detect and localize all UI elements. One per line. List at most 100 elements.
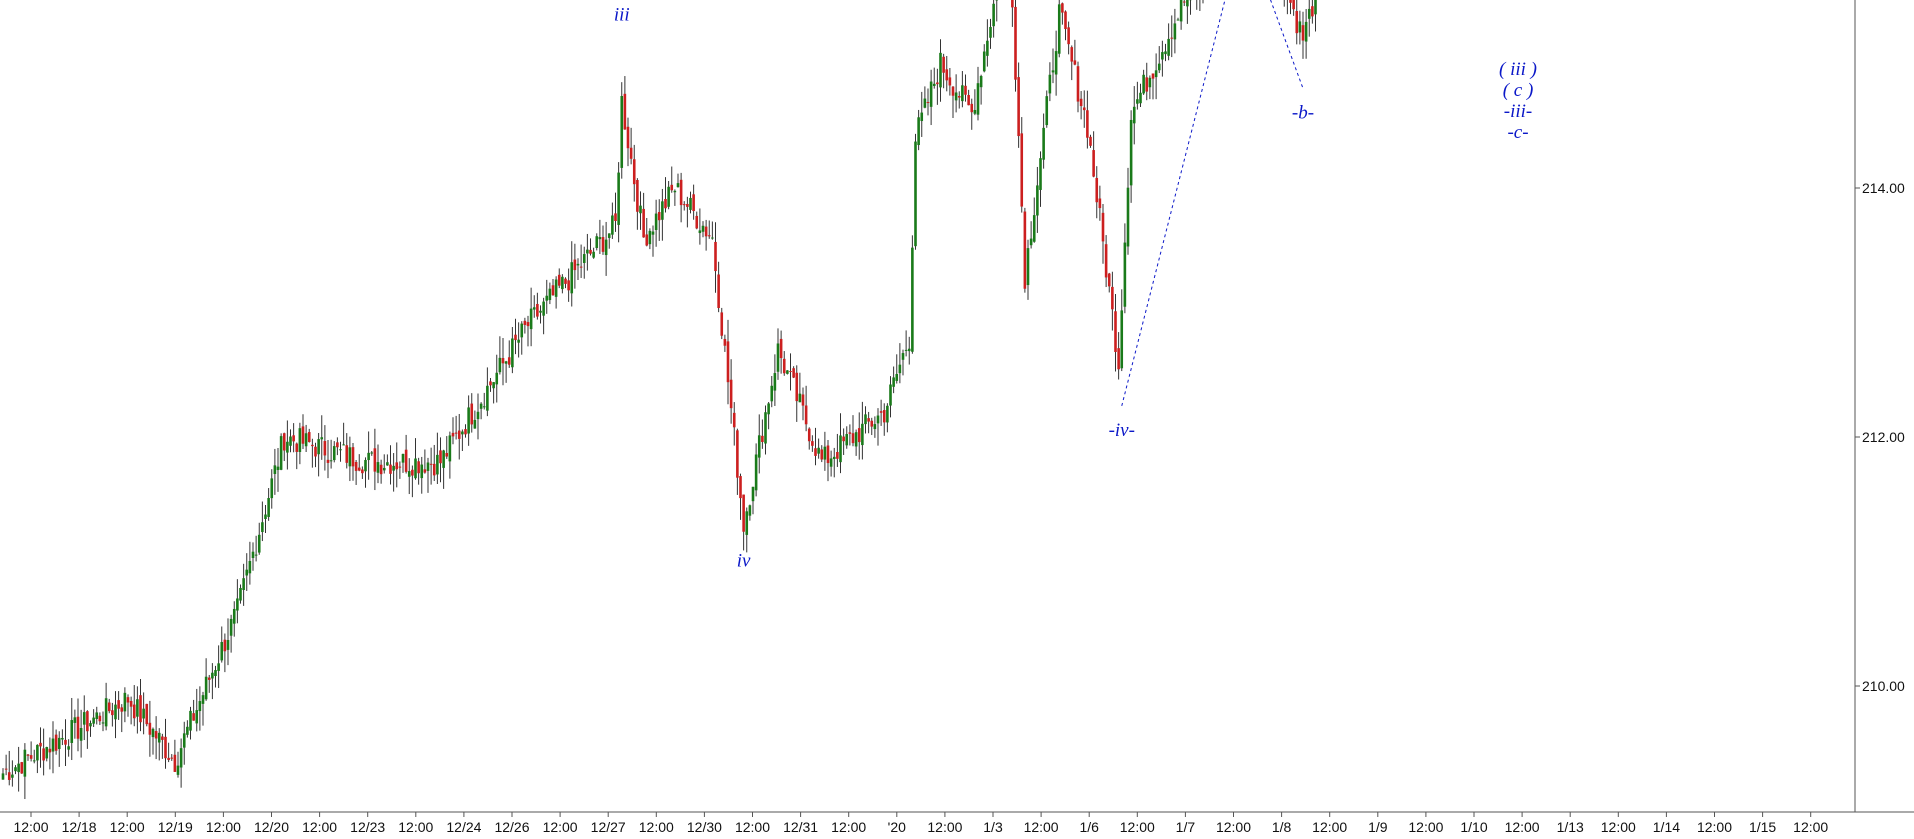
candle-up bbox=[382, 467, 386, 471]
candle-up bbox=[592, 251, 595, 258]
candle-down bbox=[948, 77, 952, 86]
candle-down bbox=[1070, 47, 1074, 62]
candle-up bbox=[392, 465, 395, 471]
candle-up bbox=[757, 435, 761, 458]
x-tick-label: 12:00 bbox=[1505, 819, 1540, 835]
candle-down bbox=[589, 249, 592, 254]
candle-up bbox=[932, 83, 936, 86]
candle-up bbox=[764, 412, 767, 444]
candle-up bbox=[661, 201, 664, 220]
candle-up bbox=[979, 76, 983, 88]
candle-up bbox=[1176, 19, 1180, 21]
candle-up bbox=[339, 449, 342, 451]
candle-down bbox=[964, 85, 967, 95]
candle-down bbox=[623, 93, 627, 130]
candle-up bbox=[986, 40, 989, 56]
candle-up bbox=[364, 459, 367, 472]
candle-down bbox=[629, 147, 633, 159]
candle-up bbox=[1304, 21, 1308, 42]
candle-up bbox=[1142, 74, 1145, 94]
candle-down bbox=[1061, 3, 1064, 13]
candle-up bbox=[907, 348, 911, 352]
candle-down bbox=[192, 713, 195, 721]
candle-up bbox=[611, 215, 614, 235]
candle-up bbox=[751, 486, 755, 502]
candle-up bbox=[257, 534, 261, 553]
candle-up bbox=[1045, 96, 1049, 126]
candle-up bbox=[929, 81, 933, 107]
candle-down bbox=[395, 462, 399, 470]
x-tick-label: 1/10 bbox=[1460, 819, 1487, 835]
wave-label: -b- bbox=[1292, 102, 1314, 123]
candle-up bbox=[954, 92, 958, 101]
candle-up bbox=[239, 587, 242, 601]
candle-down bbox=[292, 435, 295, 442]
candle-down bbox=[1295, 11, 1299, 34]
candle-down bbox=[307, 432, 311, 442]
candle-up bbox=[798, 393, 802, 403]
candle-down bbox=[357, 467, 361, 471]
candle-up bbox=[667, 186, 670, 207]
candle-up bbox=[676, 183, 680, 188]
candle-up bbox=[517, 339, 520, 343]
candle-down bbox=[551, 285, 555, 296]
candle-down bbox=[111, 710, 114, 716]
candle-up bbox=[1161, 52, 1164, 60]
candle-up bbox=[317, 439, 320, 455]
candle-down bbox=[1111, 286, 1114, 310]
candle-down bbox=[132, 704, 136, 719]
candle-down bbox=[936, 82, 939, 85]
candle-up bbox=[1029, 238, 1033, 246]
candle-down bbox=[98, 715, 102, 722]
candle-down bbox=[26, 754, 30, 756]
candle-up bbox=[226, 640, 230, 650]
candle-down bbox=[507, 357, 511, 365]
candle-down bbox=[695, 215, 699, 229]
candle-up bbox=[1032, 215, 1036, 242]
candle-up bbox=[401, 453, 405, 463]
candle-up bbox=[370, 452, 374, 454]
candle-down bbox=[1107, 273, 1111, 287]
candle-down bbox=[736, 430, 739, 478]
candle-up bbox=[473, 419, 477, 429]
candle-down bbox=[301, 426, 305, 444]
candle-down bbox=[1086, 110, 1089, 138]
x-tick-label: 12/30 bbox=[687, 819, 722, 835]
candle-up bbox=[1148, 77, 1152, 88]
candle-down bbox=[42, 748, 45, 761]
candle-down bbox=[167, 757, 170, 760]
candle-down bbox=[445, 452, 449, 457]
candle-down bbox=[632, 159, 636, 185]
candle-up bbox=[898, 364, 902, 374]
candle-up bbox=[286, 441, 289, 453]
candle-down bbox=[782, 358, 786, 374]
candle-up bbox=[217, 663, 220, 671]
candle-down bbox=[567, 280, 570, 291]
candle-up bbox=[829, 458, 833, 467]
candle-up bbox=[1173, 23, 1177, 40]
candle-up bbox=[598, 237, 602, 240]
candle-up bbox=[776, 343, 780, 372]
candle-down bbox=[336, 442, 339, 448]
candle-up bbox=[492, 382, 495, 389]
candle-up bbox=[1186, 0, 1189, 7]
candle-up bbox=[276, 466, 280, 471]
candle-down bbox=[1292, 0, 1295, 10]
candle-up bbox=[1179, 0, 1183, 22]
candle-down bbox=[454, 432, 458, 434]
candle-up bbox=[689, 197, 692, 210]
candle-up bbox=[876, 415, 880, 424]
candle-down bbox=[848, 432, 852, 434]
candle-down bbox=[807, 428, 811, 442]
candle-up bbox=[114, 704, 117, 720]
x-tick-label: 12:00 bbox=[13, 819, 48, 835]
candle-down bbox=[836, 451, 839, 459]
candle-down bbox=[882, 410, 886, 423]
x-tick-label: 1/8 bbox=[1272, 819, 1292, 835]
candle-up bbox=[1057, 4, 1061, 54]
candle-up bbox=[270, 478, 274, 499]
candle-down bbox=[1095, 177, 1099, 203]
x-tick-label: 12:00 bbox=[1312, 819, 1347, 835]
candle-up bbox=[407, 471, 411, 477]
